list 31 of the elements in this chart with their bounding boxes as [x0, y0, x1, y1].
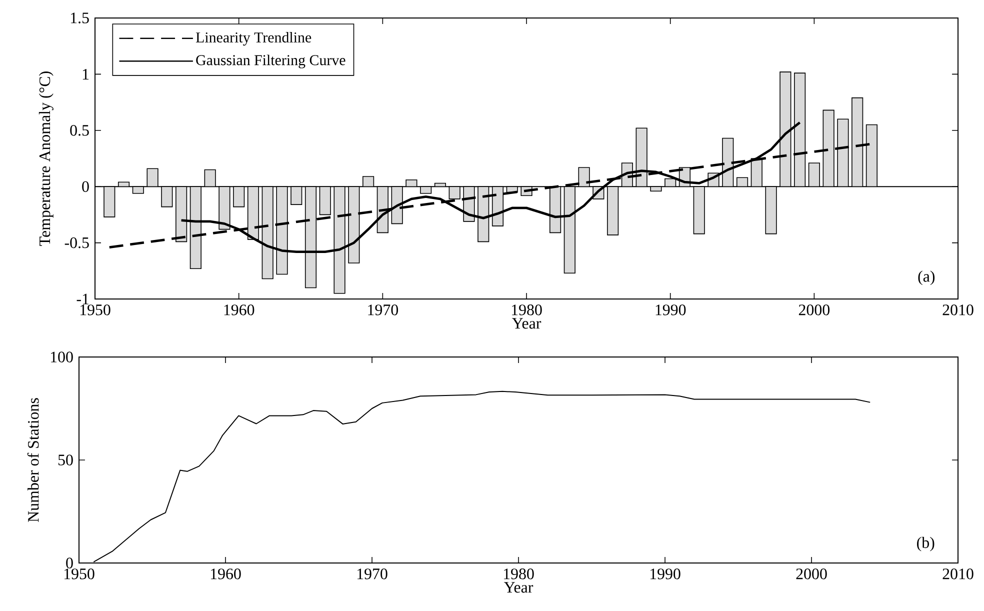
x-tick-label: 1990 — [656, 304, 686, 316]
x-tick-label: 1990 — [650, 568, 680, 580]
x-axis-title: Year — [512, 318, 542, 329]
legend-label: Linearity Trendline — [196, 32, 312, 46]
x-tick-label: 2010 — [942, 568, 974, 580]
x-tick-label: 1950 — [80, 304, 110, 316]
x-tick-label: 2000 — [798, 304, 830, 316]
x-tick-label: 2000 — [796, 568, 827, 580]
annotation: (a) — [918, 270, 935, 286]
x-tick-label: 1960 — [224, 304, 254, 316]
x-tick-label: 1960 — [210, 568, 241, 580]
x-tick-label: 1950 — [64, 568, 94, 580]
x-axis-title: Year — [504, 582, 534, 593]
y-tick-label: -1 — [76, 294, 89, 304]
y-tick-label: 0 — [66, 558, 73, 568]
x-tick-label: 1970 — [368, 304, 398, 316]
y-tick-label: 1.5 — [70, 12, 89, 24]
y-tick-label: 0.5 — [70, 124, 89, 136]
y-tick-label: 50 — [58, 454, 73, 466]
y-tick-label: 0 — [82, 181, 89, 192]
y-axis-title: Temperature Anomaly (°C) — [38, 72, 54, 246]
y-tick-label: -0.5 — [64, 237, 89, 248]
y-axis-title: Number of Stations — [27, 398, 39, 522]
y-tick-label: 1 — [82, 68, 89, 80]
x-tick-label: 1980 — [504, 568, 534, 580]
legend-label: Gaussian Filtering Curve — [196, 54, 346, 68]
x-tick-label: 1970 — [357, 568, 388, 580]
x-tick-label: 1980 — [512, 304, 542, 316]
y-tick-label: 100 — [50, 352, 73, 362]
annotation: (b) — [917, 536, 934, 552]
x-tick-label: 2010 — [942, 304, 974, 316]
